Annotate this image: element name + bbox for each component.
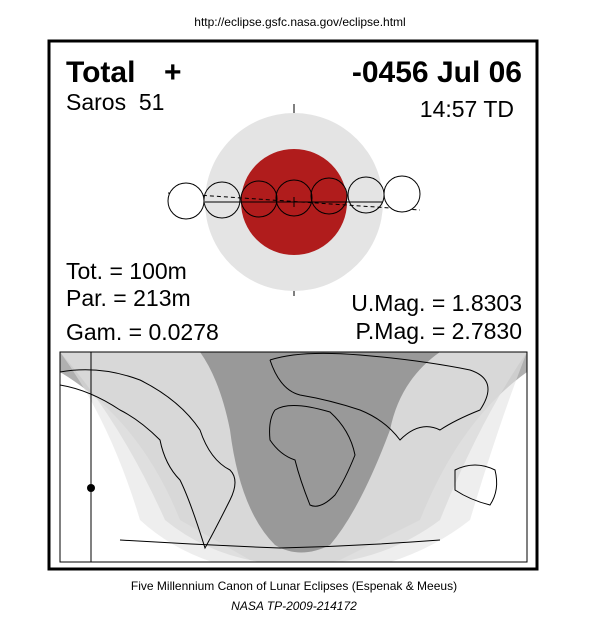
time: 14:57 TD [420, 96, 514, 122]
moon-positions [167, 175, 421, 220]
eclipse-type: Total [66, 56, 135, 89]
eclipse-symbol: + [164, 56, 182, 89]
penumbral-magnitude: P.Mag. = 2.7830 [356, 318, 522, 344]
umbral-magnitude: U.Mag. = 1.8303 [351, 290, 522, 316]
shadow-diagram [167, 104, 421, 296]
url: http://eclipse.gsfc.nasa.gov/eclipse.htm… [194, 15, 405, 29]
gamma: Gam. = 0.0278 [66, 319, 219, 345]
footer-reference: NASA TP-2009-214172 [231, 599, 357, 613]
saros: Saros 51 [66, 89, 164, 115]
total-duration: Tot. = 100m [66, 258, 187, 284]
partial-duration: Par. = 213m [66, 285, 191, 311]
eclipse-date: -0456 Jul 06 [352, 56, 522, 89]
visibility-map [59, 351, 528, 563]
footer-title: Five Millennium Canon of Lunar Eclipses … [131, 579, 457, 593]
